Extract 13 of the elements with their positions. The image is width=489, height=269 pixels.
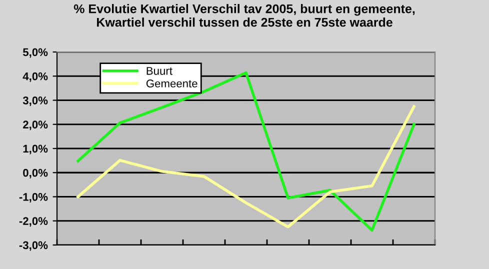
y-tick-label: 4,0% bbox=[22, 72, 48, 82]
y-tick-label: -1,0% bbox=[19, 193, 48, 202]
legend-label: Buurt bbox=[146, 67, 172, 75]
y-tick-label: 3,0% bbox=[22, 96, 48, 106]
chart-title: % Evolutie Kwartiel Verschil tav 2005, buurt en gemeente, Kwartiel verschil tussen de 25ste en 75ste waarde bbox=[74, 4, 415, 27]
y-tick-label: -2,0% bbox=[19, 217, 48, 227]
y-tick-label: -3,0% bbox=[19, 241, 48, 251]
y-tick-label: 1,0% bbox=[23, 144, 48, 154]
line-series bbox=[76, 105, 416, 228]
y-tick-label: 2,0% bbox=[23, 120, 48, 130]
legend-label: Gemeente bbox=[146, 80, 198, 88]
y-tick-label: 0,0% bbox=[23, 168, 48, 178]
y-tick-label: 5,0% bbox=[22, 48, 48, 58]
